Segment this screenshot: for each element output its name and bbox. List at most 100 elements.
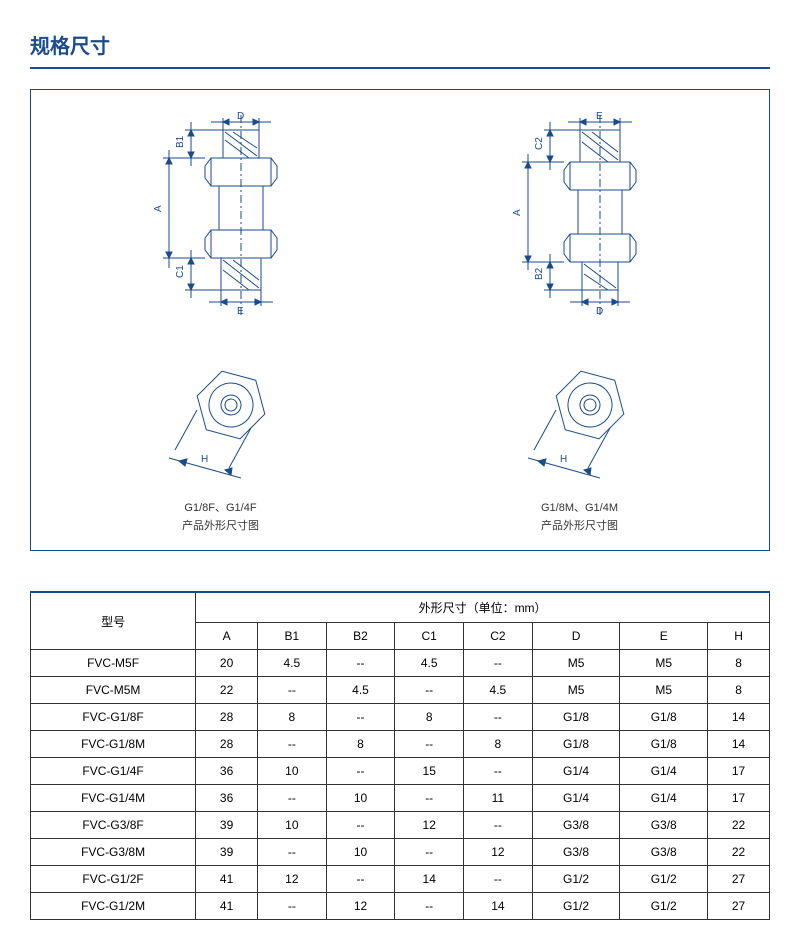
th-col: A — [196, 623, 258, 650]
cell-value: 4.5 — [326, 677, 395, 704]
cell-value: 10 — [258, 812, 327, 839]
cell-value: 22 — [708, 812, 770, 839]
cell-value: 14 — [464, 893, 533, 920]
diagram-right-top: H — [418, 350, 741, 480]
cell-value: 36 — [196, 758, 258, 785]
svg-text:D: D — [237, 111, 244, 122]
fitting-side-right-svg: E D A C2 — [450, 110, 710, 320]
cell-value: G1/2 — [620, 866, 708, 893]
cell-value: -- — [395, 731, 464, 758]
caption-right: G1/8M、G1/4M 产品外形尺寸图 — [418, 500, 741, 535]
cell-model: FVC-G1/4M — [31, 785, 196, 812]
th-col: B1 — [258, 623, 327, 650]
th-dims: 外形尺寸（单位：mm） — [196, 592, 770, 623]
cell-value: 39 — [196, 839, 258, 866]
th-col: H — [708, 623, 770, 650]
cell-value: 22 — [196, 677, 258, 704]
diagram-left-side: D E A B1 — [59, 110, 382, 320]
th-col: C1 — [395, 623, 464, 650]
cell-value: 4.5 — [464, 677, 533, 704]
cell-value: 41 — [196, 893, 258, 920]
cell-value: 27 — [708, 866, 770, 893]
cell-value: G3/8 — [620, 839, 708, 866]
diagram-right-side: E D A C2 — [418, 110, 741, 320]
table-row: FVC-M5F204.5--4.5--M5M58 — [31, 650, 770, 677]
cell-value: G1/8 — [620, 731, 708, 758]
cell-model: FVC-M5M — [31, 677, 196, 704]
cell-value: -- — [395, 893, 464, 920]
cell-value: 22 — [708, 839, 770, 866]
cell-value: -- — [326, 704, 395, 731]
cell-value: 8 — [708, 677, 770, 704]
cell-value: G1/4 — [532, 758, 620, 785]
cell-value: M5 — [532, 677, 620, 704]
cell-value: 15 — [395, 758, 464, 785]
cell-model: FVC-G1/2M — [31, 893, 196, 920]
cell-value: 39 — [196, 812, 258, 839]
svg-text:B1: B1 — [175, 135, 186, 148]
table-row: FVC-M5M22--4.5--4.5M5M58 — [31, 677, 770, 704]
cell-value: -- — [326, 866, 395, 893]
cell-value: -- — [258, 731, 327, 758]
th-model: 型号 — [31, 592, 196, 650]
cell-value: G1/4 — [532, 785, 620, 812]
svg-text:H: H — [560, 454, 567, 465]
cell-value: -- — [395, 839, 464, 866]
cell-value: G1/8 — [532, 704, 620, 731]
cell-value: G1/8 — [620, 704, 708, 731]
cell-model: FVC-G1/4F — [31, 758, 196, 785]
cell-value: 10 — [326, 785, 395, 812]
cell-value: -- — [258, 893, 327, 920]
cell-value: 17 — [708, 758, 770, 785]
svg-text:E: E — [237, 306, 244, 317]
caption-left: G1/8F、G1/4F 产品外形尺寸图 — [59, 500, 382, 535]
diagram-container: D E A B1 — [30, 89, 770, 551]
cell-model: FVC-G3/8F — [31, 812, 196, 839]
table-row: FVC-G3/8M39--10--12G3/8G3/822 — [31, 839, 770, 866]
svg-text:H: H — [201, 454, 208, 465]
svg-text:E: E — [596, 111, 603, 122]
caption-left-line1: G1/8F、G1/4F — [184, 502, 256, 514]
cell-value: 27 — [708, 893, 770, 920]
cell-value: G3/8 — [532, 812, 620, 839]
svg-text:A: A — [153, 205, 164, 212]
cell-value: 14 — [708, 731, 770, 758]
cell-value: 12 — [258, 866, 327, 893]
cell-value: 20 — [196, 650, 258, 677]
cell-value: -- — [464, 812, 533, 839]
table-row: FVC-G1/8F288--8--G1/8G1/814 — [31, 704, 770, 731]
cell-model: FVC-G1/8M — [31, 731, 196, 758]
cell-value: 10 — [326, 839, 395, 866]
cell-value: 8 — [708, 650, 770, 677]
svg-text:B2: B2 — [534, 267, 545, 280]
cell-value: -- — [464, 866, 533, 893]
cell-value: -- — [258, 677, 327, 704]
cell-value: 14 — [395, 866, 464, 893]
section-title: 规格尺寸 — [30, 30, 770, 69]
cell-model: FVC-G3/8M — [31, 839, 196, 866]
spec-table: 型号 外形尺寸（单位：mm） AB1B2C1C2DEH FVC-M5F204.5… — [30, 591, 770, 920]
cell-value: -- — [258, 839, 327, 866]
cell-model: FVC-M5F — [31, 650, 196, 677]
cell-value: 14 — [708, 704, 770, 731]
cell-value: -- — [326, 758, 395, 785]
cell-value: 8 — [258, 704, 327, 731]
table-row: FVC-G3/8F3910--12--G3/8G3/822 — [31, 812, 770, 839]
table-row: FVC-G1/2M41--12--14G1/2G1/227 — [31, 893, 770, 920]
cell-value: G1/2 — [532, 893, 620, 920]
cell-value: G1/2 — [620, 893, 708, 920]
th-col: C2 — [464, 623, 533, 650]
th-col: D — [532, 623, 620, 650]
caption-left-line2: 产品外形尺寸图 — [182, 520, 259, 532]
cell-value: 12 — [395, 812, 464, 839]
cell-value: 8 — [395, 704, 464, 731]
cell-value: G1/2 — [532, 866, 620, 893]
caption-right-line2: 产品外形尺寸图 — [541, 520, 618, 532]
svg-text:A: A — [512, 209, 523, 216]
cell-value: 4.5 — [395, 650, 464, 677]
cell-value: -- — [326, 650, 395, 677]
table-row: FVC-G1/8M28--8--8G1/8G1/814 — [31, 731, 770, 758]
cell-value: -- — [464, 758, 533, 785]
cell-value: -- — [464, 704, 533, 731]
cell-value: 28 — [196, 704, 258, 731]
